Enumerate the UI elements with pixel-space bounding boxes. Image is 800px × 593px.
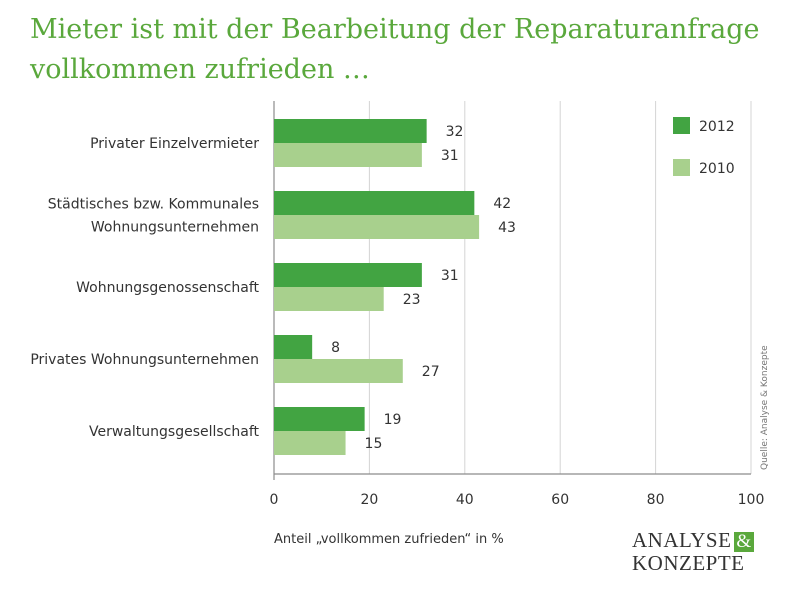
bar-2012 <box>274 407 365 431</box>
x-tick-label: 60 <box>551 492 569 508</box>
category-label: Verwaltungsgesellschaft <box>89 424 260 440</box>
category-label: Privater Einzelvermieter <box>90 136 259 152</box>
data-label: 43 <box>498 220 516 236</box>
category-label: Wohnungsgenossenschaft <box>76 280 259 296</box>
analyse-konzepte-logo: ANALYSE & KONZEPTE <box>632 529 754 575</box>
x-tick-label: 20 <box>360 492 378 508</box>
bar-2010 <box>274 359 403 383</box>
source-note: Quelle: Analyse & Konzepte <box>760 345 770 470</box>
logo-word-analyse: ANALYSE <box>632 528 732 552</box>
category-label: Privates Wohnungsunternehmen <box>30 352 259 368</box>
logo-word-konzepte: KONZEPTE <box>632 551 745 575</box>
data-label: 27 <box>422 364 440 380</box>
bar-2010 <box>274 431 346 455</box>
x-axis-label: Anteil „vollkommen zufrieden“ in % <box>274 532 504 547</box>
bar-2012 <box>274 263 422 287</box>
bar-2010 <box>274 287 384 311</box>
bar-2012 <box>274 119 427 143</box>
chart-title-line-2: vollkommen zufrieden … <box>30 54 370 85</box>
bar-2010 <box>274 143 422 167</box>
data-label: 15 <box>365 436 383 452</box>
legend-label-2010: 2010 <box>699 161 735 177</box>
x-tick-label: 80 <box>647 492 665 508</box>
chart-title: Mieter ist mit der Bearbeitung der Repar… <box>30 10 770 90</box>
legend-swatch-2012 <box>673 117 690 134</box>
data-label: 31 <box>441 268 459 284</box>
legend-swatch-2010 <box>673 159 690 176</box>
data-label: 23 <box>403 292 421 308</box>
logo-ampersand: & <box>734 531 754 552</box>
x-tick-label: 40 <box>456 492 474 508</box>
bar-2012 <box>274 191 475 215</box>
data-label: 19 <box>384 412 402 428</box>
data-label: 32 <box>446 124 464 140</box>
x-tick-label: 0 <box>270 492 279 508</box>
chart-title-line-1: Mieter ist mit der Bearbeitung der Repar… <box>30 14 760 45</box>
category-label: Städtisches bzw. Kommunales <box>48 197 259 213</box>
data-label: 8 <box>331 340 340 356</box>
bar-2010 <box>274 215 480 239</box>
legend-label-2012: 2012 <box>699 119 735 135</box>
data-label: 42 <box>493 196 511 212</box>
category-label: Wohnungsunternehmen <box>91 220 259 236</box>
x-tick-label: 100 <box>738 492 765 508</box>
bar-2012 <box>274 335 313 359</box>
data-label: 31 <box>441 148 459 164</box>
